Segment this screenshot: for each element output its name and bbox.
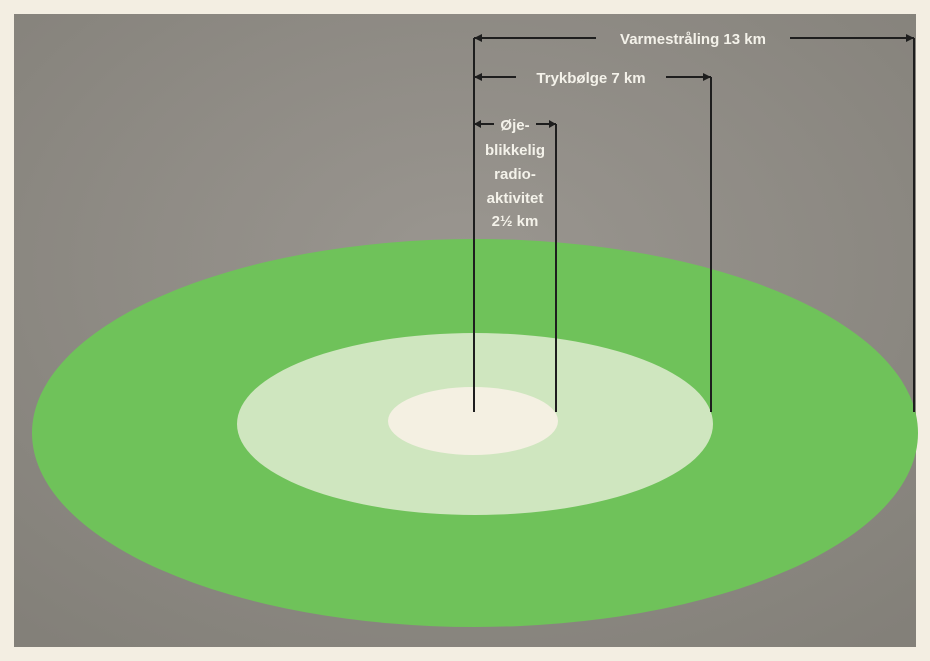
leader-lines [473, 38, 915, 412]
radioactivity-zone [388, 387, 558, 455]
dimension-lines [474, 34, 914, 128]
heat-radiation-label: Varmestråling 13 km [620, 31, 766, 48]
radioactivity-label-line-2: blikkelig [485, 142, 545, 159]
radioactivity-arrow-right [549, 120, 556, 128]
radioactivity-label-line-4: aktivitet [487, 190, 544, 207]
heat-radiation-arrow-right [906, 34, 914, 42]
radioactivity-label-line-1: Øje- [500, 117, 529, 134]
radioactivity-label: Øje- blikkelig radio- aktivitet 2½ km [485, 117, 545, 230]
blast-wave-arrow-right [703, 73, 711, 81]
blast-wave-arrow-left [474, 73, 482, 81]
radioactivity-arrow-left [474, 120, 481, 128]
blast-wave-label: Trykbølge 7 km [536, 70, 645, 87]
radioactivity-label-line-5: 2½ km [492, 213, 539, 230]
radioactivity-label-line-3: radio- [494, 166, 536, 183]
heat-radiation-arrow-left [474, 34, 482, 42]
